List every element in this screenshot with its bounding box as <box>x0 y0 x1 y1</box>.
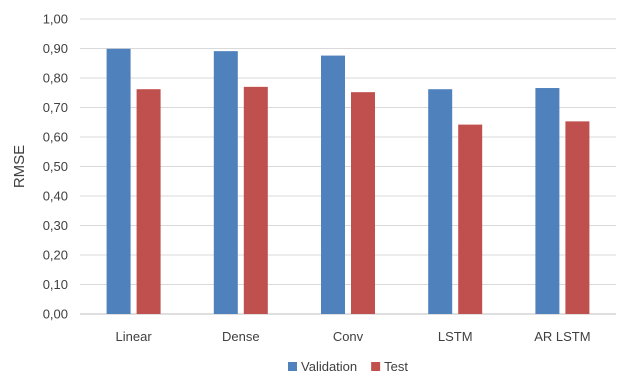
bars <box>106 48 590 315</box>
y-tick-label: 0,50 <box>43 159 68 174</box>
bar-test-ar-lstm <box>565 121 590 315</box>
bar-validation-linear <box>106 48 131 315</box>
bar-test-linear <box>136 89 161 315</box>
y-axis-title: RMSE <box>11 145 28 188</box>
legend-item-validation: Validation <box>288 359 357 374</box>
tick-labels: 0,00 0,10 0,20 0,30 0,40 0,50 0,60 0,70 0,80 0,90… <box>43 12 591 345</box>
bar-test-lstm <box>458 124 483 314</box>
x-tick-label: Dense <box>222 329 260 344</box>
bar-validation-dense <box>213 51 238 314</box>
legend-label: Validation <box>301 359 357 374</box>
bar-validation-ar-lstm <box>535 88 560 314</box>
y-tick-label: 0,80 <box>43 71 68 86</box>
gridlines <box>80 18 616 285</box>
y-tick-label: 0,20 <box>43 248 68 263</box>
y-tick-label: 0,60 <box>43 130 68 145</box>
y-tick-label: 1,00 <box>43 12 68 27</box>
legend: Validation Test <box>288 359 408 374</box>
legend-swatch <box>288 362 298 371</box>
bar-test-conv <box>351 92 375 314</box>
x-tick-label: Linear <box>116 329 153 344</box>
x-tick-label: Conv <box>333 329 364 344</box>
x-tick-label: LSTM <box>438 329 473 344</box>
legend-label: Test <box>384 359 408 374</box>
y-tick-label: 0,10 <box>43 277 68 292</box>
x-tick-label: AR LSTM <box>534 329 590 344</box>
y-tick-label: 0,40 <box>43 189 68 204</box>
y-tick-label: 0,90 <box>43 41 68 56</box>
legend-item-test: Test <box>371 359 408 374</box>
bar-validation-lstm <box>428 89 453 315</box>
y-tick-label: 0,30 <box>43 218 68 233</box>
y-tick-label: 0,70 <box>43 100 68 115</box>
legend-swatch <box>371 362 381 371</box>
y-tick-label: 0,00 <box>43 307 68 322</box>
bar-validation-conv <box>321 55 345 315</box>
bar-test-dense <box>243 86 268 314</box>
